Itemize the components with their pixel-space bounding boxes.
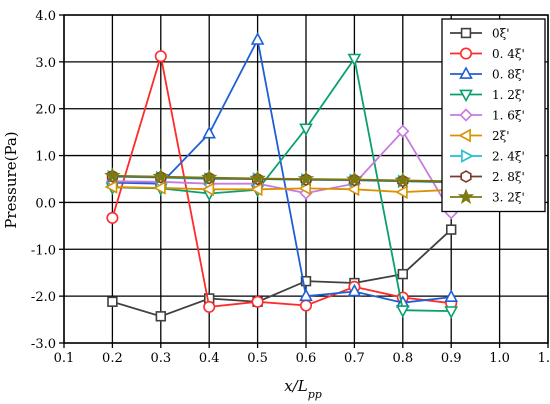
data-point xyxy=(444,306,459,319)
data-point xyxy=(346,170,363,187)
data-point xyxy=(202,125,217,139)
data-point xyxy=(444,289,459,303)
data-point xyxy=(297,170,315,186)
series-line xyxy=(111,55,452,308)
data-point xyxy=(394,171,412,188)
x-tick-label: 0.2 xyxy=(102,351,123,366)
x-tick-label: 0.9 xyxy=(441,351,462,366)
data-point xyxy=(104,167,121,183)
legend-item: 0. 4ξ' xyxy=(450,47,525,61)
series-5 xyxy=(104,180,457,199)
y-tick-label: 2.0 xyxy=(35,103,56,118)
x-axis-title-subscript: pp xyxy=(308,388,322,401)
x-axis-title: x/Lpp xyxy=(284,377,322,401)
data-point xyxy=(347,53,362,67)
x-tick-label: 0.3 xyxy=(150,351,171,366)
tick-labels: 0.1 0.2 0.3 0.4 0.5 0.6 0.7 0.8 0.9 1.0 1.1 -3.0 -2.… xyxy=(31,9,550,366)
data-point xyxy=(397,268,408,280)
series-line xyxy=(112,56,452,312)
data-point xyxy=(249,182,263,197)
data-point xyxy=(106,211,119,224)
legend-marker xyxy=(459,108,473,122)
legend-label: 1. 6ξ' xyxy=(492,109,525,123)
x-tick-label: 0.7 xyxy=(344,351,365,366)
data-point xyxy=(300,275,312,287)
legend-item: 2. 4ξ' xyxy=(450,149,525,164)
series-line xyxy=(112,186,452,194)
legend: 0ξ' 0. 4ξ' 0. 8ξ' 1. 2ξ' 1. 6ξ' 2ξ' 2. 4ξ' 2. 8… xyxy=(441,18,546,213)
y-tick-label: 1.0 xyxy=(35,150,56,165)
legend-item: 0ξ' xyxy=(450,27,510,41)
data-point xyxy=(395,305,410,318)
data-point xyxy=(203,300,216,313)
data-point xyxy=(395,185,408,199)
y-tick-label: -3.0 xyxy=(31,337,56,352)
y-axis-title: Pressure(Pa) xyxy=(2,131,20,228)
y-tick-label: -1.0 xyxy=(31,243,56,258)
legend-marker xyxy=(457,188,475,204)
series-2 xyxy=(105,32,459,308)
data-point xyxy=(153,181,166,195)
data-point xyxy=(445,224,457,235)
data-point xyxy=(155,311,166,322)
legend-item: 0. 8ξ' xyxy=(450,66,525,82)
x-tick-label: 0.5 xyxy=(247,351,268,366)
legend-item: 2. 8ξ' xyxy=(450,170,525,184)
legend-marker xyxy=(460,170,472,183)
legend-label: 2. 8ξ' xyxy=(492,170,525,184)
data-point xyxy=(249,169,266,186)
data-point xyxy=(251,295,264,308)
x-tick-label: 1.1 xyxy=(538,351,550,366)
data-point xyxy=(152,168,169,184)
data-point xyxy=(299,299,313,312)
data-point xyxy=(299,123,313,137)
y-tick-label: -2.0 xyxy=(31,290,56,305)
series-layer xyxy=(104,32,460,322)
data-point xyxy=(396,124,410,138)
legend-label: 3. 2ξ' xyxy=(492,191,525,205)
legend-item: 3. 2ξ' xyxy=(450,188,525,205)
data-point xyxy=(250,32,265,45)
x-tick-label: 0.1 xyxy=(54,351,75,366)
legend-marker xyxy=(459,66,473,79)
x-tick-label: 0.6 xyxy=(296,351,317,366)
legend-marker xyxy=(459,89,473,103)
legend-item: 1. 6ξ' xyxy=(450,108,525,123)
data-point xyxy=(154,50,167,63)
legend-label: 0. 4ξ' xyxy=(492,47,525,61)
legend-item: 2ξ' xyxy=(450,128,510,143)
series-line xyxy=(112,174,452,183)
x-tick-label: 0.8 xyxy=(392,351,413,366)
legend-label: 0. 8ξ' xyxy=(492,68,525,82)
data-point xyxy=(107,296,118,307)
data-point xyxy=(104,180,118,194)
x-axis-title-main: x/L xyxy=(284,377,308,395)
y-tick-label: 0.0 xyxy=(35,196,56,211)
legend-label: 2ξ' xyxy=(492,129,510,143)
legend-label: 2. 4ξ' xyxy=(492,150,525,164)
legend-marker xyxy=(459,47,473,60)
data-point xyxy=(200,169,218,185)
legend-marker xyxy=(458,128,471,143)
series-line xyxy=(112,228,452,318)
x-tick-label: 0.4 xyxy=(199,351,220,366)
series-line xyxy=(112,37,452,304)
data-point xyxy=(298,181,311,196)
data-point xyxy=(201,182,215,197)
data-point xyxy=(347,283,362,297)
legend-label: 0ξ' xyxy=(492,27,510,41)
legend-marker xyxy=(460,27,472,39)
legend-item: 1. 2ξ' xyxy=(450,88,525,103)
y-tick-label: 3.0 xyxy=(35,56,56,71)
data-point xyxy=(346,182,360,197)
legend-marker xyxy=(461,149,474,163)
legend-label: 1. 2ξ' xyxy=(492,88,525,102)
y-tick-label: 4.0 xyxy=(35,9,56,24)
x-tick-label: 1.0 xyxy=(489,351,510,366)
data-point xyxy=(299,288,313,302)
